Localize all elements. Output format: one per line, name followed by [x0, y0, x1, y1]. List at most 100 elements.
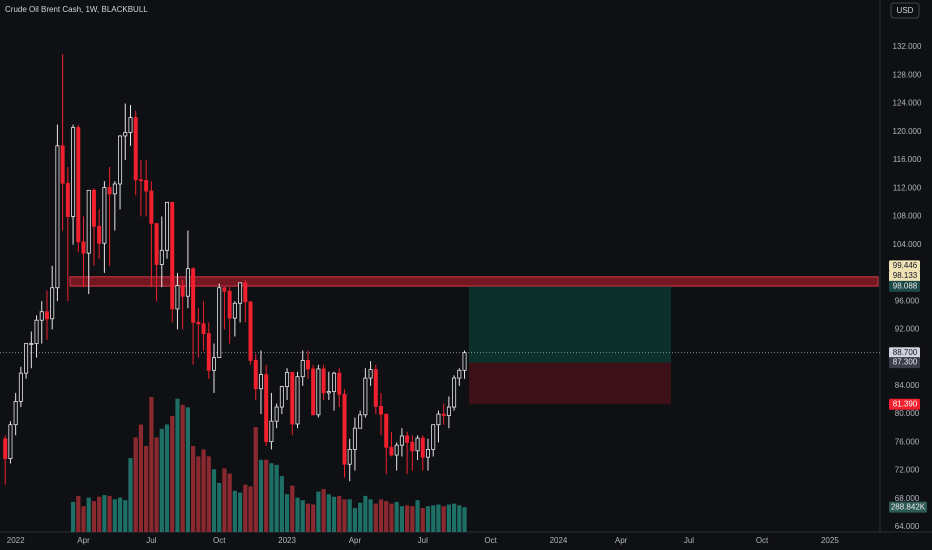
candle-body [34, 319, 39, 344]
candle-body [123, 132, 128, 137]
zone-bottom-label-bg [889, 270, 920, 282]
candle-body [342, 393, 347, 465]
candle-body [394, 444, 399, 456]
candle-body [311, 368, 316, 416]
volume-bar [248, 486, 253, 532]
candle-body [373, 369, 378, 407]
volume-bar [138, 424, 144, 532]
candle-body [389, 446, 394, 456]
candle-body [368, 369, 373, 379]
candle-body [118, 135, 123, 185]
candle-body [399, 435, 404, 446]
current-price-label: 88.700 [893, 348, 918, 357]
volume-bar [279, 476, 284, 532]
candle-body [337, 372, 342, 395]
y-tick-label: 80.000 [895, 409, 920, 418]
y-tick-label: 64.000 [895, 522, 920, 531]
volume-bar [211, 469, 217, 532]
volume-bar [123, 500, 128, 532]
volume-bar [300, 500, 305, 532]
volume-bar [394, 501, 399, 532]
x-tick-label: 2022 [7, 536, 25, 545]
y-tick-label: 92.000 [895, 325, 920, 334]
y-tick-label: 68.000 [895, 494, 920, 503]
candle-body [185, 268, 190, 297]
loss-zone [469, 362, 671, 405]
y-tick-label: 96.000 [895, 296, 920, 305]
currency-button[interactable] [890, 2, 920, 19]
candle-body [326, 391, 331, 394]
volume-bar [175, 398, 180, 532]
volume-bar [107, 495, 112, 532]
volume-bar [457, 505, 462, 532]
candle-body [363, 377, 368, 416]
candle-body [8, 424, 13, 459]
volume-label-bg [889, 501, 927, 513]
candle-body [358, 414, 363, 429]
volume-bar [368, 499, 373, 532]
candle-body [232, 302, 237, 319]
candle-body [86, 189, 91, 254]
volume-bar [86, 497, 91, 532]
candle-body [457, 369, 462, 379]
candle-body [211, 357, 216, 371]
candle-body [29, 343, 34, 345]
candle-body [441, 413, 446, 416]
candle-body [91, 189, 96, 227]
volume-bar [331, 496, 337, 532]
candle-body [347, 449, 352, 465]
volume-bar [97, 496, 102, 532]
volume-bar [258, 459, 264, 532]
volume-bar [222, 468, 227, 532]
volume-bar [102, 495, 107, 532]
volume-label: 288.842K [891, 502, 926, 511]
candle-body [243, 282, 248, 303]
volume-bar [446, 504, 451, 532]
candle-body [384, 413, 389, 448]
candle-body [55, 145, 60, 289]
candle-body [13, 401, 18, 426]
volume-bar [316, 491, 321, 532]
candle-body [102, 187, 107, 244]
y-tick-label: 120.000 [893, 127, 922, 136]
x-tick-label: Jul [146, 536, 156, 545]
volume-bar [76, 495, 81, 532]
volume-bar [384, 501, 389, 532]
y-tick-label: 124.000 [893, 99, 922, 108]
candle-body [238, 282, 243, 304]
candle-body [180, 285, 185, 297]
volume-bar [305, 503, 311, 532]
volume-bar [269, 463, 274, 532]
x-tick-label: Oct [213, 536, 226, 545]
stop-label: 81.390 [893, 399, 918, 408]
candle-body [18, 372, 23, 402]
candle-body [128, 117, 133, 133]
candle-body [431, 424, 436, 450]
volume-bar [415, 500, 420, 532]
candle-body [206, 333, 211, 371]
candle-body [420, 437, 425, 458]
volume-bar [133, 437, 138, 532]
candle-body [222, 287, 227, 292]
y-tick-label: 132.000 [893, 42, 922, 51]
volume-bar [180, 404, 185, 532]
candle-body [112, 183, 117, 195]
candle-body [217, 287, 222, 359]
candle-body [321, 368, 326, 394]
volume-bar [410, 506, 415, 532]
candle-body [410, 441, 415, 452]
y-tick-label: 84.000 [895, 381, 920, 390]
candle-body [300, 360, 305, 378]
volume-bar [185, 407, 191, 532]
volume-bar [159, 428, 164, 532]
candle-body [415, 437, 420, 452]
x-tick-label: 2023 [278, 536, 296, 545]
candle-body [279, 386, 284, 408]
candle-body [71, 127, 76, 217]
candle-body [196, 321, 201, 325]
currency-label[interactable]: USD [897, 6, 914, 15]
target-label-bg [889, 280, 920, 292]
candle-body [436, 413, 441, 426]
volume-bar [337, 495, 342, 532]
candle-body [144, 180, 149, 192]
